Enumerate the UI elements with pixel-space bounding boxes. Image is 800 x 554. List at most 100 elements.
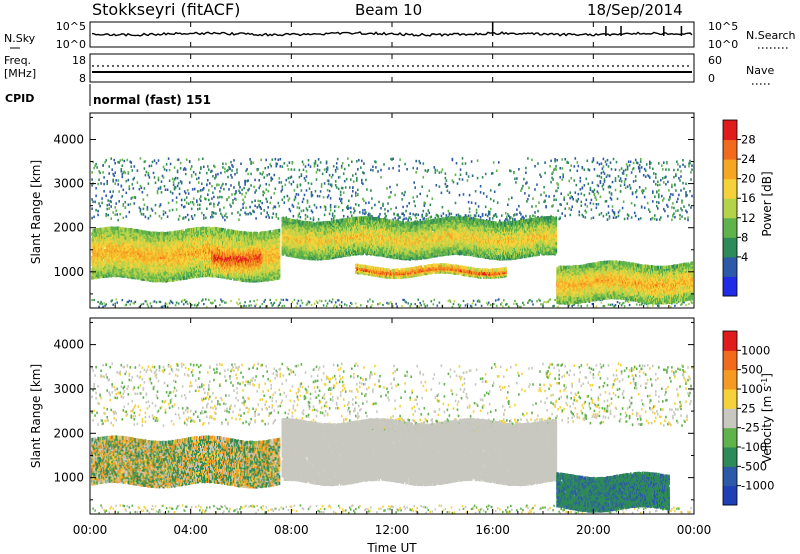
heatmap-cell <box>133 202 136 205</box>
heatmap-cell <box>127 241 130 246</box>
heatmap-cell <box>131 268 134 273</box>
heatmap-cell <box>122 242 125 246</box>
heatmap-cell <box>144 237 147 241</box>
heatmap-cell <box>110 265 113 269</box>
heatmap-cell <box>142 277 145 281</box>
heatmap-cell <box>151 263 154 267</box>
heatmap-cell <box>116 301 118 304</box>
heatmap-cell <box>119 270 122 275</box>
heatmap-cell <box>118 270 121 275</box>
heatmap-cell <box>132 248 135 253</box>
heatmap-cell <box>191 217 194 220</box>
heatmap-cell <box>99 171 101 175</box>
heatmap-cell <box>211 197 213 200</box>
heatmap-cell <box>151 236 154 241</box>
heatmap-cell <box>184 216 187 219</box>
heatmap-cell <box>157 267 160 271</box>
heatmap-cell <box>139 250 142 254</box>
heatmap-cell <box>158 300 161 303</box>
heatmap-cell <box>123 270 126 275</box>
heatmap-cell <box>149 302 152 305</box>
heatmap-cell <box>121 158 124 162</box>
heatmap-cell <box>162 257 165 261</box>
heatmap-cell <box>142 212 145 216</box>
heatmap-cell <box>161 174 164 178</box>
heatmap-cell <box>208 168 210 171</box>
heatmap-cell <box>206 183 208 187</box>
heatmap-cell <box>168 168 171 172</box>
heatmap-cell <box>198 181 200 184</box>
heatmap-cell <box>128 257 131 262</box>
heatmap-cell <box>93 166 95 170</box>
heatmap-cell <box>132 246 135 251</box>
heatmap-cell <box>133 249 136 253</box>
heatmap-cell <box>155 245 158 249</box>
heatmap-cell <box>156 189 159 193</box>
heatmap-cell <box>114 226 117 231</box>
heatmap-cell <box>115 243 118 248</box>
heatmap-cell <box>137 229 140 234</box>
heatmap-cell <box>125 273 128 277</box>
heatmap-cell <box>157 272 160 277</box>
heatmap-cell <box>148 164 151 168</box>
heatmap-cell <box>164 302 167 305</box>
heatmap-cell <box>132 255 135 259</box>
heatmap-cell <box>98 305 100 308</box>
heatmap-cell <box>107 263 110 268</box>
heatmap-cell <box>159 250 162 254</box>
heatmap-cell <box>132 267 135 271</box>
heatmap-cell <box>124 235 127 240</box>
heatmap-cell <box>120 252 123 256</box>
heatmap-cell <box>129 269 132 274</box>
heatmap-cell <box>130 227 133 232</box>
heatmap-cell <box>135 259 138 264</box>
heatmap-cell <box>140 272 143 276</box>
heatmap-cell <box>137 244 140 249</box>
heatmap-cell <box>138 305 141 309</box>
heatmap-cell <box>134 251 137 255</box>
heatmap-cell <box>119 251 122 256</box>
heatmap-cell <box>136 181 139 184</box>
heatmap-cell <box>185 196 188 199</box>
heatmap-cell <box>189 167 192 171</box>
heatmap-cell <box>164 255 167 259</box>
heatmap-cell <box>132 257 135 261</box>
heatmap-cell <box>145 230 148 235</box>
heatmap-cell <box>91 246 94 250</box>
heatmap-cell <box>161 277 164 281</box>
heatmap-cell <box>121 262 124 266</box>
heatmap-cell <box>171 177 174 181</box>
heatmap-cell <box>118 190 120 193</box>
heatmap-cell <box>102 164 104 167</box>
heatmap-cell <box>180 180 183 184</box>
heatmap-cell <box>96 166 98 169</box>
heatmap-cell <box>97 234 100 239</box>
heatmap-cell <box>164 250 167 254</box>
heatmap-cell <box>150 273 153 278</box>
heatmap-cell <box>114 206 116 209</box>
heatmap-cell <box>100 273 103 277</box>
heatmap-cell <box>136 244 139 248</box>
heatmap-cell <box>94 270 97 275</box>
heatmap-cell <box>165 169 168 172</box>
heatmap-cell <box>163 272 166 276</box>
heatmap-cell <box>144 277 147 281</box>
heatmap-cell <box>240 162 242 165</box>
heatmap-cell <box>198 176 200 180</box>
heatmap-cell <box>177 218 180 221</box>
heatmap-cell <box>128 271 131 276</box>
heatmap-cell <box>109 252 112 256</box>
heatmap-cell <box>129 233 132 237</box>
heatmap-cell <box>142 242 145 246</box>
heatmap-cell <box>135 271 138 275</box>
heatmap-cell <box>132 178 135 181</box>
heatmap-cell <box>108 272 111 276</box>
heatmap-cell <box>112 230 115 234</box>
heatmap-cell <box>199 171 201 174</box>
heatmap-cell <box>115 209 117 212</box>
heatmap-cell <box>113 253 116 257</box>
heatmap-cell <box>205 216 207 219</box>
heatmap-cell <box>105 254 108 258</box>
heatmap-cell <box>139 210 142 213</box>
heatmap-cell <box>92 200 94 203</box>
